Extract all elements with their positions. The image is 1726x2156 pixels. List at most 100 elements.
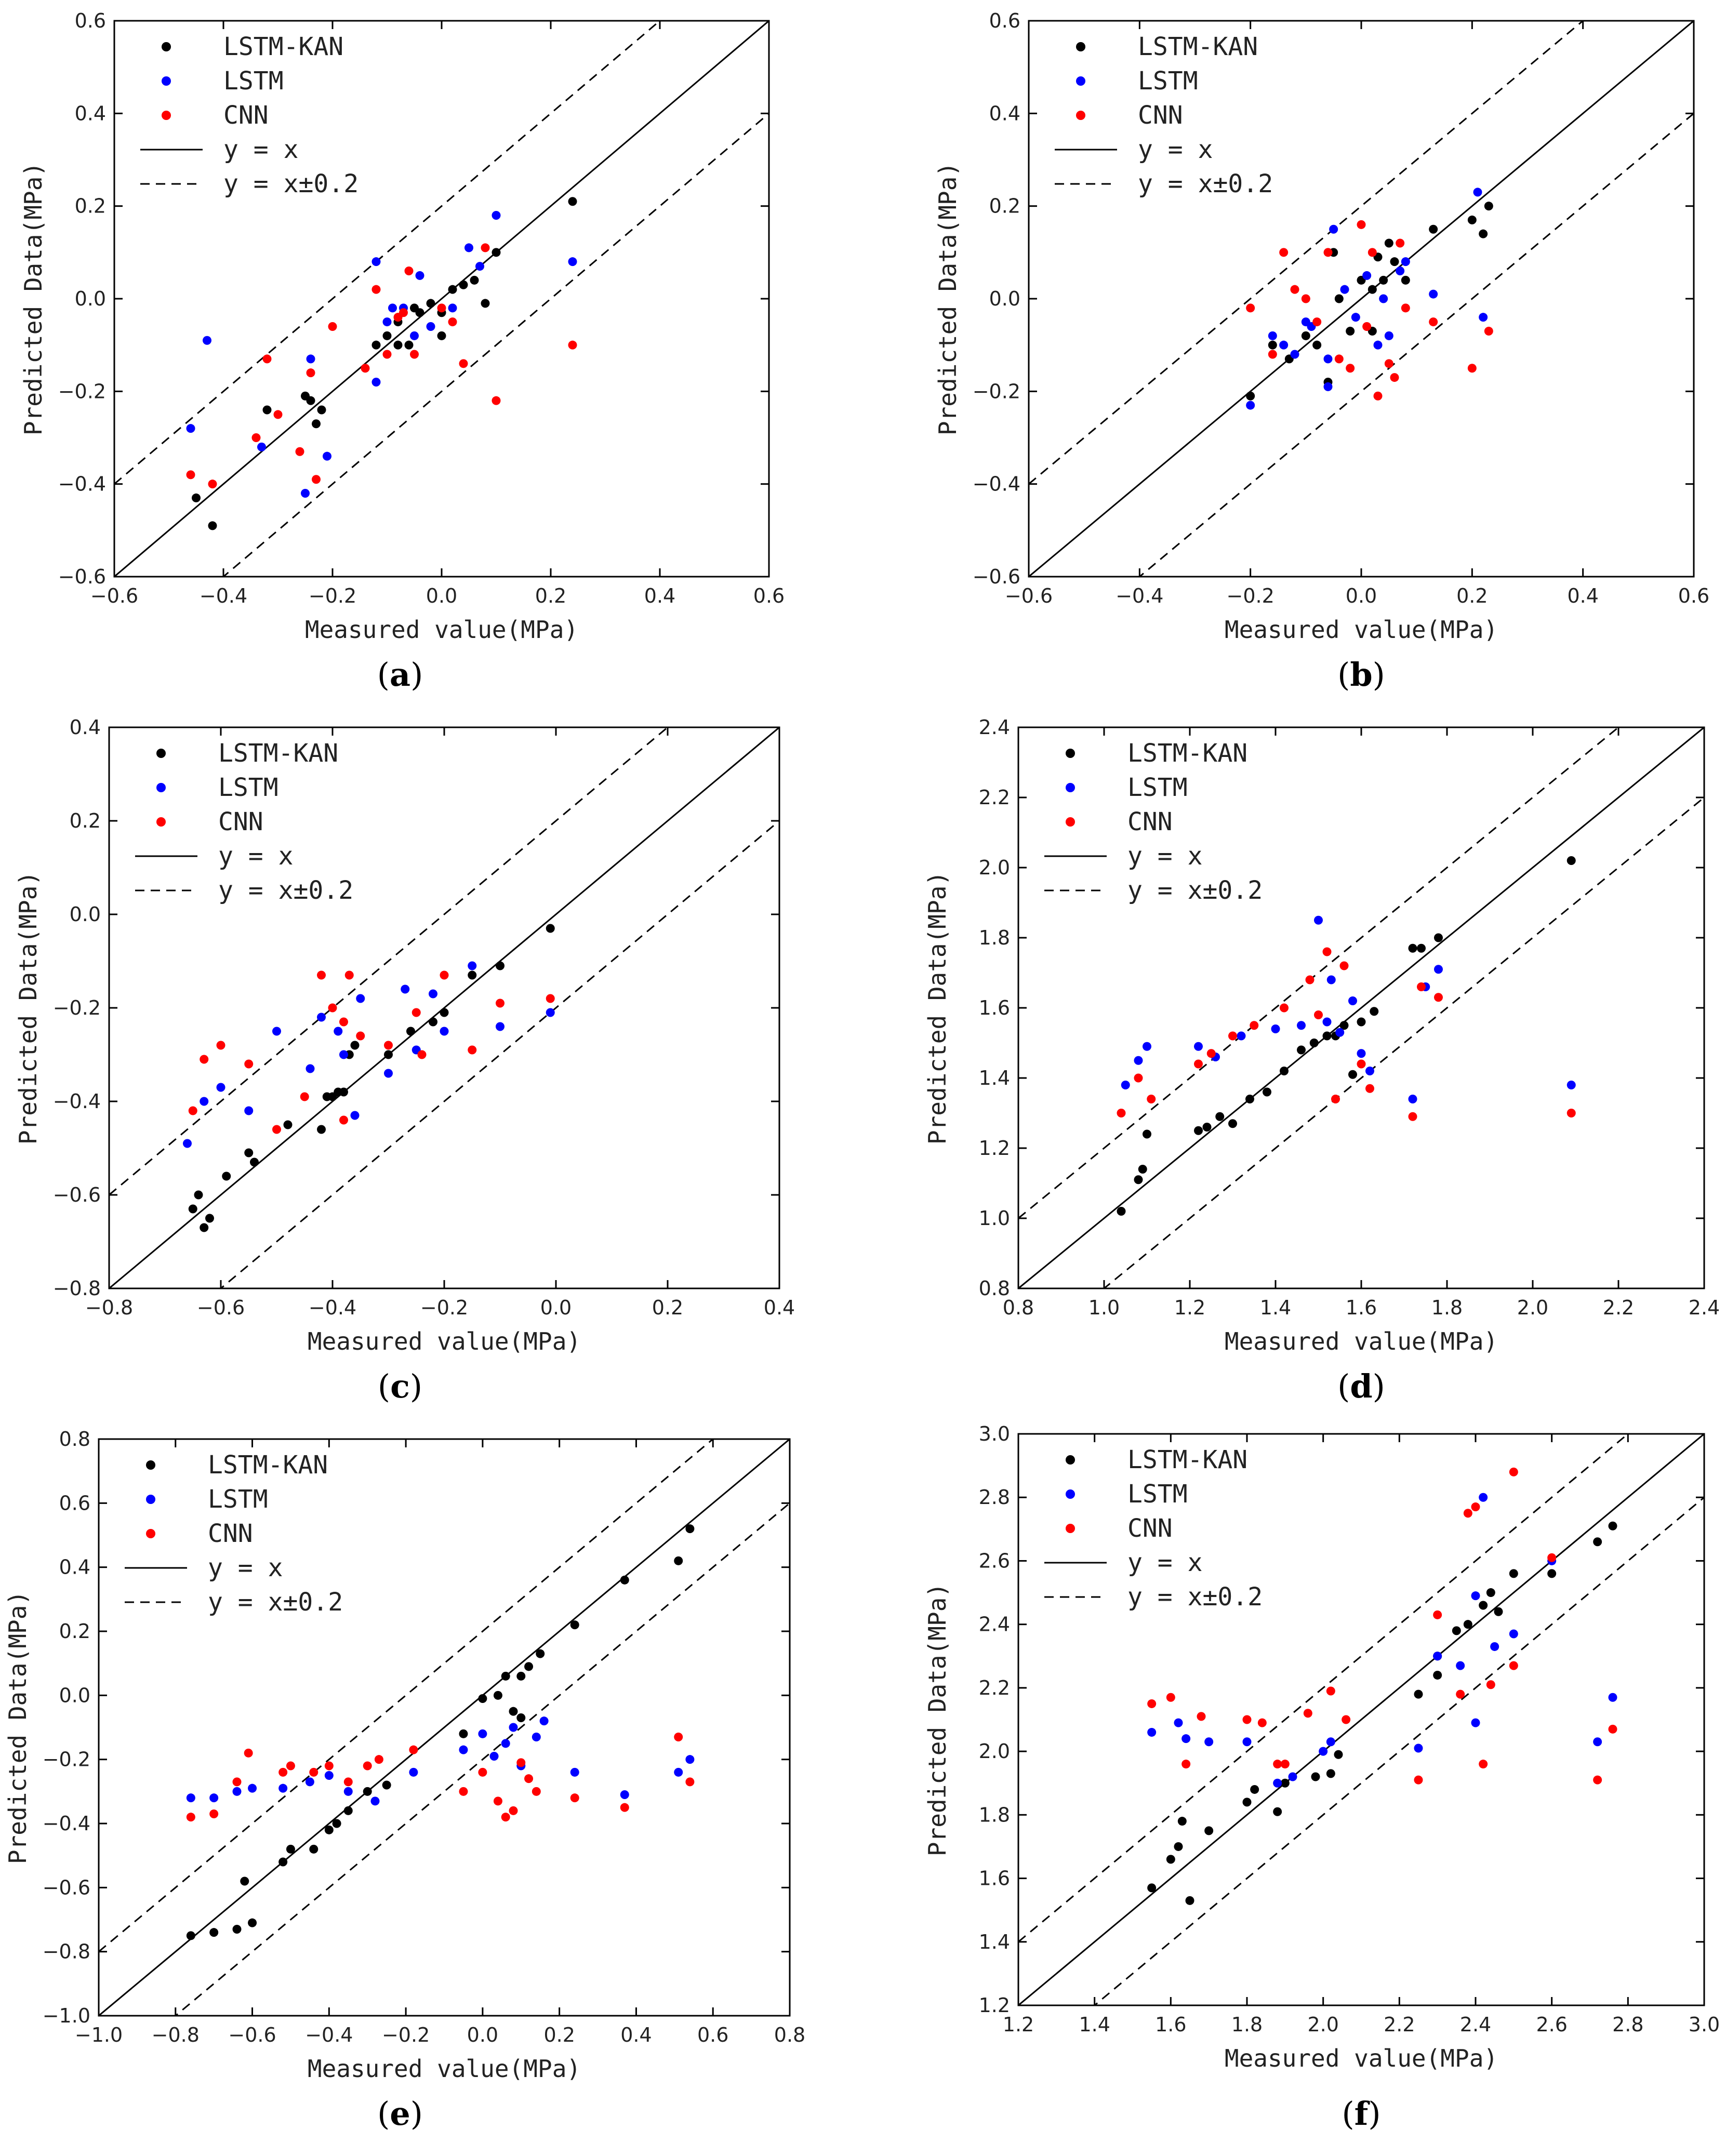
data-point: [343, 1806, 353, 1815]
legend-label: CNN: [1127, 1514, 1173, 1543]
x-tick-label: 1.2: [1174, 1296, 1205, 1319]
data-point: [1348, 996, 1357, 1005]
data-point: [1396, 267, 1405, 275]
chart-panel-e: −1.0 −0.8 −0.6 −0.4 −0.2 0.0 0.2 0.4 0.6 0.8 −1.0 −…: [4, 1428, 805, 2133]
y-tick-label: 1.8: [979, 1803, 1010, 1826]
data-point: [1471, 1502, 1480, 1512]
data-point: [620, 1575, 629, 1585]
x-tick-label: 0.6: [697, 2024, 728, 2046]
data-point: [1390, 257, 1399, 267]
data-point: [183, 1139, 192, 1148]
data-point: [1174, 1842, 1183, 1851]
data-point: [674, 1733, 683, 1741]
data-point: [186, 1793, 195, 1803]
data-point: [322, 1092, 331, 1101]
data-point: [1434, 965, 1443, 974]
y-axis-label: Predicted Data(MPa): [923, 1583, 951, 1856]
data-point: [409, 1767, 418, 1777]
data-point: [459, 1745, 468, 1754]
x-tick-label: 2.0: [1517, 1296, 1548, 1319]
y-axis-label: Predicted Data(MPa): [4, 1591, 32, 1864]
data-point: [570, 1620, 579, 1630]
data-point: [1370, 1007, 1379, 1016]
data-point: [1174, 1718, 1183, 1727]
legend-label: y = x±0.2: [218, 876, 353, 905]
data-point: [496, 961, 504, 970]
data-point: [209, 1793, 219, 1803]
data-point: [516, 1758, 526, 1767]
data-point: [1305, 975, 1315, 984]
y-tick-label: −0.2: [973, 380, 1020, 403]
data-point: [492, 396, 501, 405]
data-point: [478, 1694, 487, 1703]
series-cnn: [1117, 947, 1576, 1121]
data-point: [1257, 1718, 1267, 1727]
y-tick-label: −0.6: [43, 1876, 90, 1899]
data-point: [1301, 294, 1310, 303]
series-lstm: [1147, 1493, 1617, 1788]
data-point: [1250, 1021, 1259, 1030]
data-point: [468, 1045, 477, 1055]
data-point: [516, 1671, 526, 1681]
data-point: [1414, 1689, 1423, 1699]
x-axis-label: Measured value(MPa): [305, 616, 578, 644]
data-point: [1348, 1070, 1357, 1079]
x-tick-label: 0.4: [620, 2024, 652, 2046]
line-y-equals-x-minus-0.2: [174, 1502, 790, 2016]
data-point: [278, 1857, 288, 1867]
data-point: [361, 364, 370, 373]
data-point: [1215, 1112, 1225, 1121]
y-tick-label: 2.4: [979, 716, 1010, 739]
data-point: [1463, 1509, 1472, 1518]
data-point: [1484, 326, 1493, 336]
data-point: [1273, 1807, 1282, 1816]
data-point: [1566, 856, 1576, 865]
data-point: [448, 303, 457, 313]
data-point: [1326, 975, 1336, 984]
data-point: [1362, 322, 1372, 331]
data-point: [1271, 1024, 1280, 1033]
data-point: [371, 378, 381, 387]
y-tick-label: 0.4: [989, 102, 1020, 125]
legend-label: y = x±0.2: [223, 169, 359, 198]
x-tick-label: 0.2: [652, 1296, 683, 1319]
series-cnn: [186, 1733, 695, 1822]
data-point: [524, 1774, 534, 1784]
data-point: [186, 1931, 195, 1940]
legend-label: LSTM: [1127, 773, 1188, 802]
y-tick-label: 0.6: [989, 9, 1020, 32]
panel-caption: (a): [377, 656, 423, 694]
data-point: [568, 340, 577, 350]
data-point: [1429, 317, 1438, 327]
line-y-equals-x-minus-0.2: [1138, 113, 1694, 577]
data-point: [208, 480, 217, 489]
series-lstm-kan: [186, 1524, 695, 1940]
data-point: [1566, 1081, 1576, 1089]
data-point: [1593, 1737, 1602, 1747]
data-point: [262, 354, 272, 364]
line-y-equals-x-minus-0.2: [222, 113, 769, 577]
legend-label: y = x: [208, 1553, 283, 1582]
data-point: [1339, 961, 1349, 970]
y-tick-label: 0.2: [70, 809, 101, 832]
data-point: [1467, 364, 1477, 373]
y-tick-label: 1.4: [979, 1067, 1010, 1089]
data-point: [257, 442, 266, 451]
x-tick-label: 0.2: [535, 584, 566, 607]
y-tick-label: 0.0: [70, 903, 101, 926]
data-point: [1566, 1109, 1576, 1117]
data-point: [186, 1813, 195, 1822]
data-point: [1194, 1059, 1203, 1069]
data-point: [410, 303, 419, 313]
data-point: [496, 1022, 504, 1031]
data-point: [1194, 1126, 1203, 1135]
y-axis-label: Predicted Data(MPa): [14, 871, 42, 1144]
data-point: [440, 970, 449, 980]
legend-label: LSTM-KAN: [1127, 739, 1247, 768]
data-point: [429, 989, 437, 999]
y-tick-label: −0.6: [53, 1183, 101, 1206]
data-point: [262, 405, 272, 415]
data-point: [384, 1069, 393, 1078]
data-point: [1290, 285, 1299, 294]
y-tick-label: 0.0: [59, 1684, 90, 1707]
